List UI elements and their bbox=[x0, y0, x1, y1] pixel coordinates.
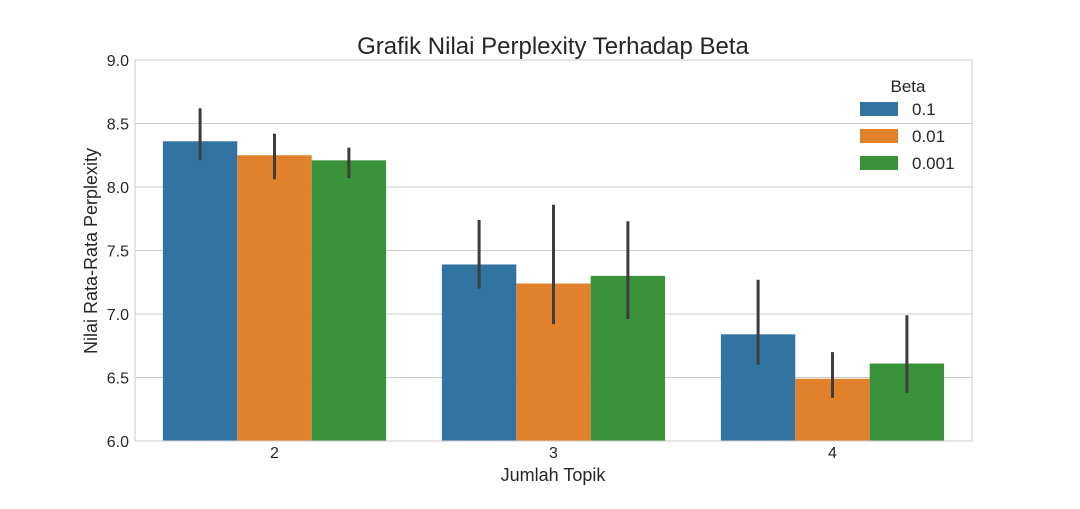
bar-2-0.001 bbox=[311, 160, 387, 441]
x-axis-label: Jumlah Topik bbox=[501, 465, 607, 485]
legend: Beta 0.1 0.01 0.001 bbox=[860, 77, 955, 173]
y-tick-label-3: 7.5 bbox=[107, 244, 129, 261]
y-tick-label-5: 8.5 bbox=[107, 117, 129, 134]
legend-swatch-0.1 bbox=[860, 102, 898, 116]
legend-items: 0.1 0.01 0.001 bbox=[860, 100, 955, 173]
error-bar-layer bbox=[198, 108, 909, 398]
legend-title: Beta bbox=[891, 77, 927, 96]
legend-swatch-0.001 bbox=[860, 156, 898, 170]
bar-3-0.1 bbox=[441, 264, 517, 441]
y-axis-label: Nilai Rata-Rata Perplexity bbox=[81, 148, 101, 354]
bar-2-0.01 bbox=[237, 155, 312, 441]
y-tick-label-1: 6.5 bbox=[107, 371, 129, 388]
x-tick-label-2: 2 bbox=[270, 445, 279, 462]
x-tick-label-4: 4 bbox=[828, 445, 837, 462]
x-tick-label-3: 3 bbox=[549, 445, 558, 462]
y-tick-label-2: 7.0 bbox=[107, 307, 129, 324]
legend-label-0.001: 0.001 bbox=[912, 154, 955, 173]
plot-frame bbox=[134, 59, 973, 442]
y-tick-labels: 6.0 6.5 7.0 7.5 8.0 8.5 9.0 bbox=[107, 53, 129, 451]
legend-swatch-0.01 bbox=[860, 129, 898, 143]
y-tick-label-4: 8.0 bbox=[107, 180, 129, 197]
legend-label-0.01: 0.01 bbox=[912, 127, 945, 146]
bar-2-0.1 bbox=[162, 141, 238, 441]
y-tick-label-6: 9.0 bbox=[107, 53, 129, 70]
legend-label-0.1: 0.1 bbox=[912, 100, 936, 119]
y-tick-label-0: 6.0 bbox=[107, 434, 129, 451]
bar-layer bbox=[162, 141, 945, 441]
x-tick-labels: 2 3 4 bbox=[270, 445, 837, 462]
chart-title: Grafik Nilai Perplexity Terhadap Beta bbox=[357, 33, 749, 60]
